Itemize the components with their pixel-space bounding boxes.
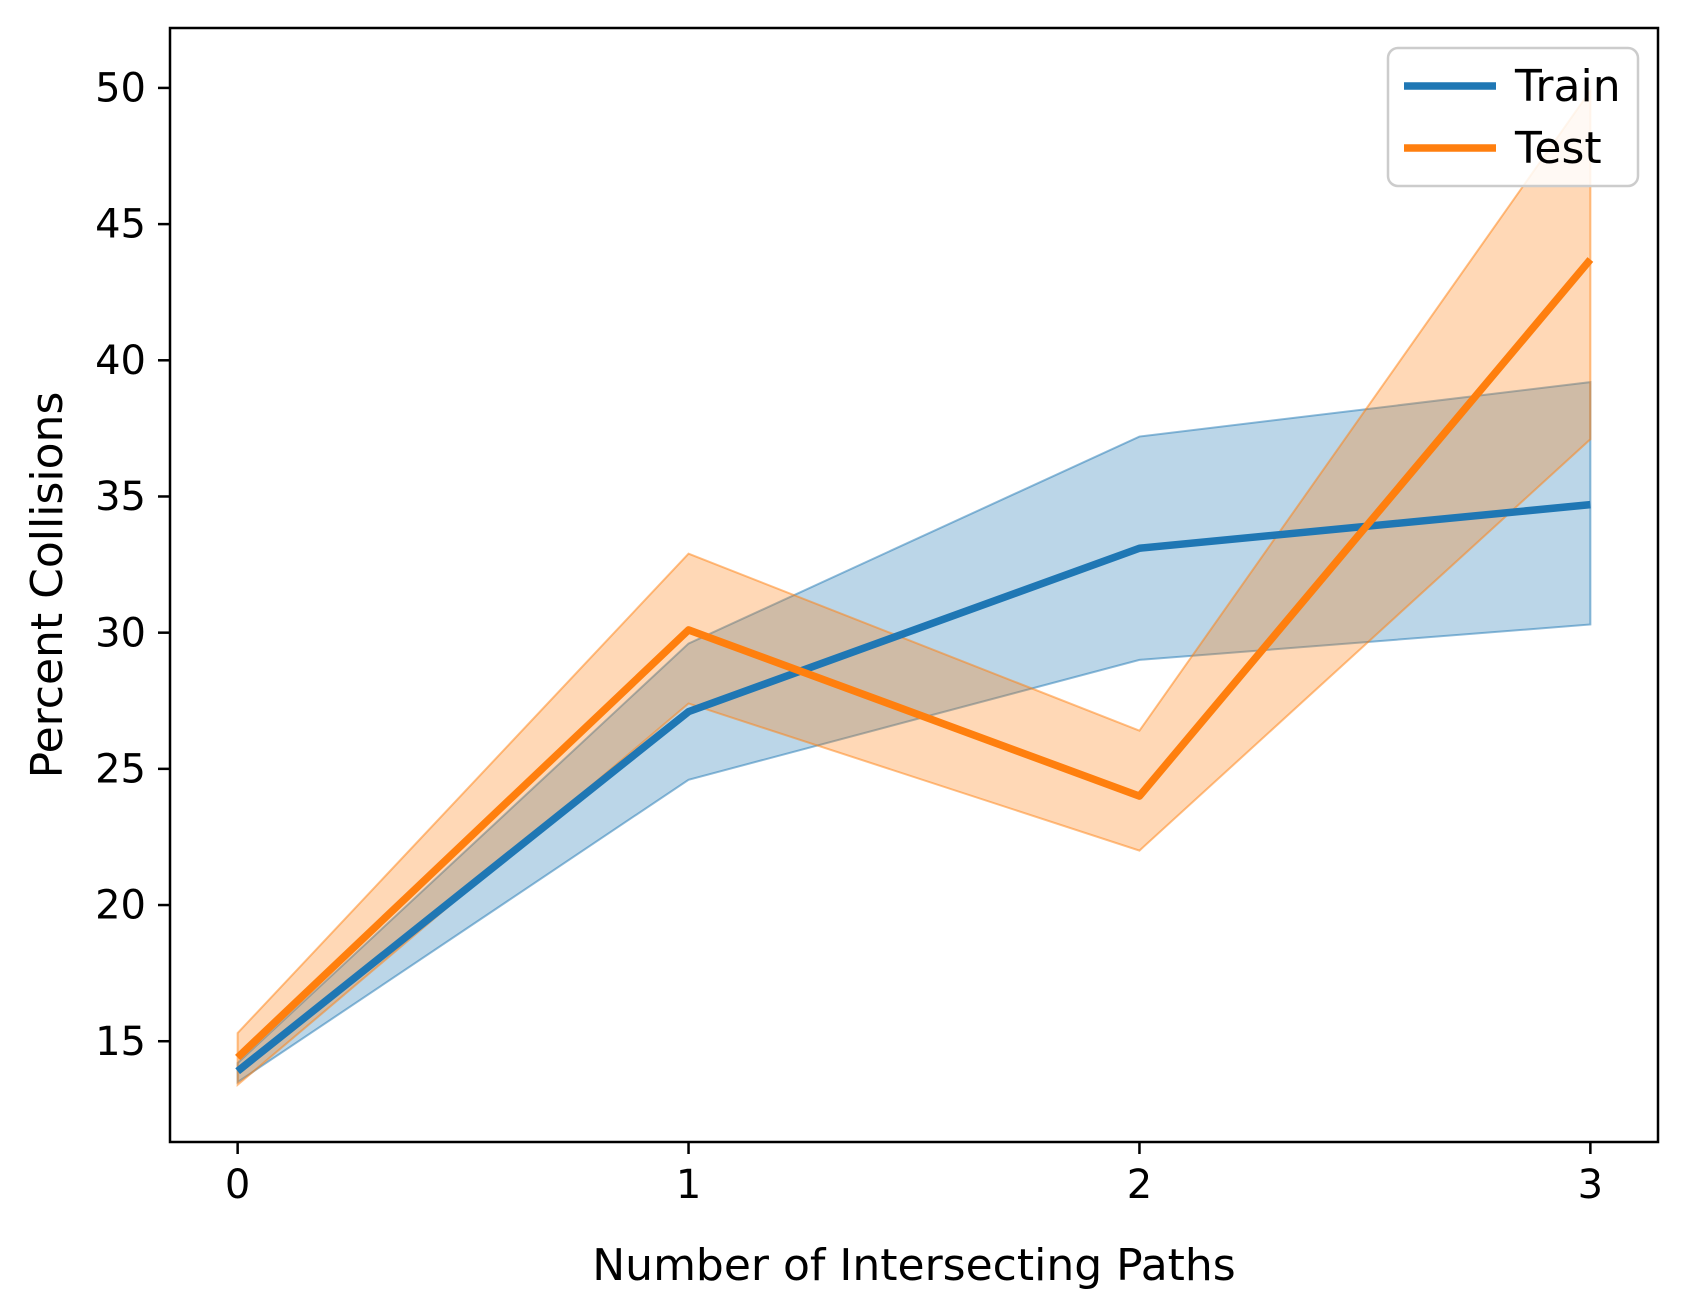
plot-border: [168, 26, 1660, 1144]
x-axis-ticks: 0 1 2 3: [225, 1142, 1603, 1208]
y-tick-label: 20: [95, 883, 146, 929]
y-axis-ticks: 15 20 25 30 35 40 45 50: [95, 66, 170, 1065]
train-confidence-band: [236, 380, 1592, 1084]
x-tick-label: 1: [676, 1162, 701, 1208]
y-tick-label: 25: [95, 746, 146, 792]
plot-area: [170, 28, 1658, 1142]
legend: Train Test: [1386, 46, 1640, 188]
y-tick-label: 30: [95, 610, 146, 656]
x-axis-label: Number of Intersecting Paths: [592, 1240, 1235, 1291]
y-axis-label: Percent Collisions: [22, 392, 73, 779]
y-tick-label: 15: [95, 1019, 146, 1065]
x-tick-label: 3: [1578, 1162, 1603, 1208]
x-tick-label: 2: [1127, 1162, 1152, 1208]
legend-label-train: Train: [1514, 61, 1621, 112]
legend-label-test: Test: [1514, 123, 1602, 174]
y-tick-label: 40: [95, 338, 146, 384]
legend-item-test: Test: [1404, 123, 1602, 174]
x-tick-label: 0: [225, 1162, 250, 1208]
y-tick-label: 50: [95, 66, 146, 112]
y-tick-label: 35: [95, 474, 146, 520]
test-line: [235, 257, 1594, 1061]
legend-item-train: Train: [1404, 61, 1621, 112]
test-confidence-band: [236, 87, 1592, 1087]
y-tick-label: 45: [95, 202, 146, 248]
